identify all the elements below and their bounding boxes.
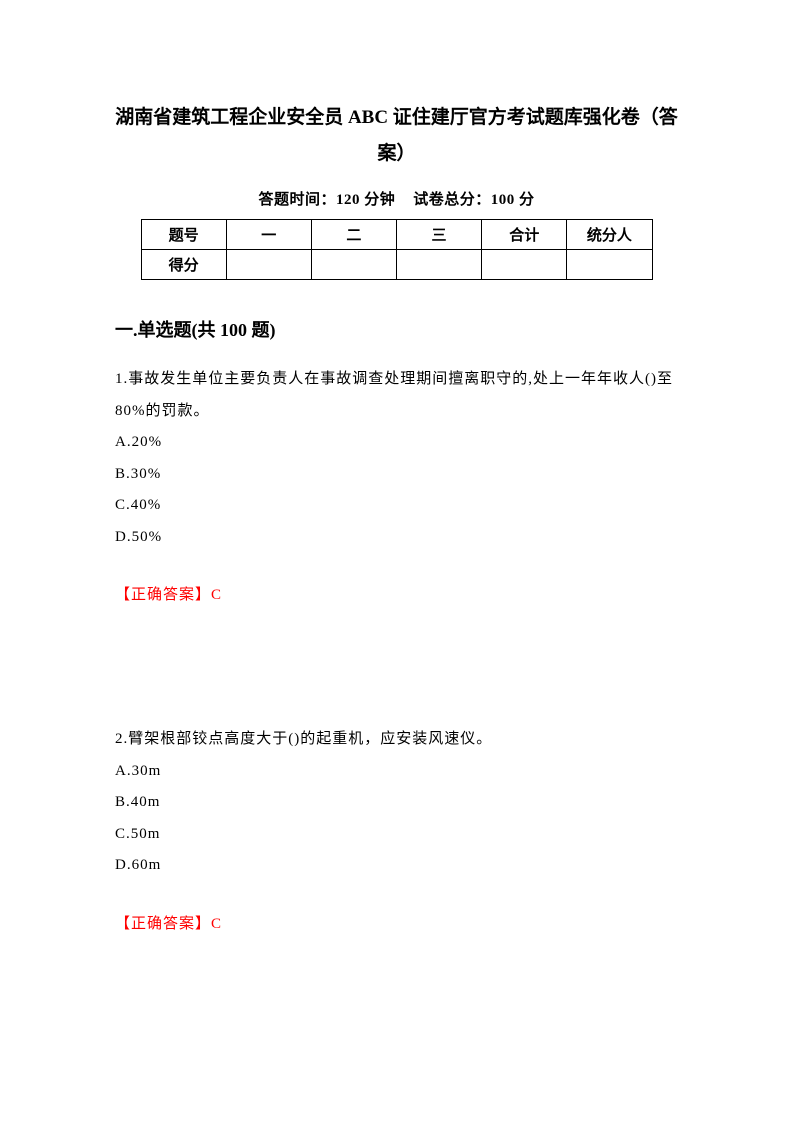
header-cell: 题号 xyxy=(141,220,226,250)
header-cell: 二 xyxy=(311,220,396,250)
answer: 【正确答案】C xyxy=(115,912,678,933)
data-cell xyxy=(396,250,481,280)
data-cell: 得分 xyxy=(141,250,226,280)
score-value: 100 分 xyxy=(491,192,535,208)
header-cell: 统分人 xyxy=(567,220,652,250)
question-1: 1.事故发生单位主要负责人在事故调查处理期间擅离职守的,处上一年年收人()至 8… xyxy=(115,364,678,604)
header-cell: 一 xyxy=(226,220,311,250)
exam-info: 答题时间：120 分钟 试卷总分：100 分 xyxy=(115,188,678,209)
data-cell xyxy=(311,250,396,280)
question-2: 2.臂架根部铰点高度大于()的起重机，应安装风速仪。 A.30m B.40m C… xyxy=(115,724,678,933)
table-row: 题号 一 二 三 合计 统分人 xyxy=(141,220,652,250)
header-cell: 合计 xyxy=(482,220,567,250)
exam-title: 湖南省建筑工程企业安全员 ABC 证住建厅官方考试题库强化卷（答案） xyxy=(115,100,678,172)
data-cell xyxy=(567,250,652,280)
question-text: 1.事故发生单位主要负责人在事故调查处理期间擅离职守的,处上一年年收人()至 8… xyxy=(115,364,678,427)
option-d: D.50% xyxy=(115,522,678,554)
option-a: A.20% xyxy=(115,427,678,459)
option-a: A.30m xyxy=(115,756,678,788)
score-label: 试卷总分： xyxy=(413,192,491,208)
option-b: B.30% xyxy=(115,459,678,491)
data-cell xyxy=(226,250,311,280)
section-header: 一.单选题(共 100 题) xyxy=(115,316,678,342)
header-cell: 三 xyxy=(396,220,481,250)
data-cell xyxy=(482,250,567,280)
score-table: 题号 一 二 三 合计 统分人 得分 xyxy=(141,219,653,280)
time-value: 120 分钟 xyxy=(336,192,395,208)
answer: 【正确答案】C xyxy=(115,583,678,604)
option-d: D.60m xyxy=(115,850,678,882)
option-c: C.40% xyxy=(115,490,678,522)
table-row: 得分 xyxy=(141,250,652,280)
option-b: B.40m xyxy=(115,787,678,819)
time-label: 答题时间： xyxy=(258,192,336,208)
question-text: 2.臂架根部铰点高度大于()的起重机，应安装风速仪。 xyxy=(115,724,678,756)
option-c: C.50m xyxy=(115,819,678,851)
